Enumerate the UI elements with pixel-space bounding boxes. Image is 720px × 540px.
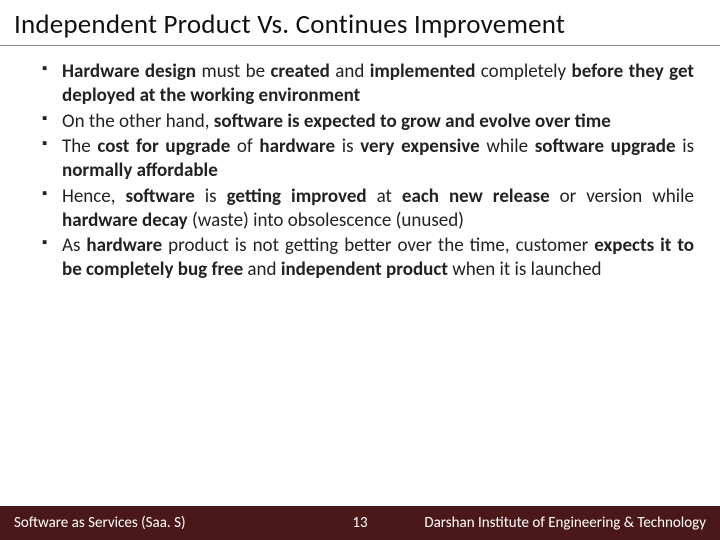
footer-right: Darshan Institute of Engineering & Techn… <box>424 514 720 532</box>
bullet-item: Hardware design must be created and impl… <box>42 60 694 108</box>
footer-page-number: 13 <box>352 514 367 532</box>
footer-bar: Software as Services (Saa. S) 13 Darshan… <box>0 506 720 540</box>
body-area: Hardware design must be created and impl… <box>0 46 720 540</box>
slide: Independent Product Vs. Continues Improv… <box>0 0 720 540</box>
bullet-list: Hardware design must be created and impl… <box>42 60 694 282</box>
slide-title: Independent Product Vs. Continues Improv… <box>14 8 706 41</box>
bullet-item: The cost for upgrade of hardware is very… <box>42 135 694 183</box>
bullet-item: Hence, software is getting improved at e… <box>42 185 694 233</box>
footer-left: Software as Services (Saa. S) <box>0 514 186 532</box>
bullet-item: As hardware product is not getting bette… <box>42 234 694 282</box>
bullet-item: On the other hand, software is expected … <box>42 110 694 134</box>
title-area: Independent Product Vs. Continues Improv… <box>0 0 720 46</box>
